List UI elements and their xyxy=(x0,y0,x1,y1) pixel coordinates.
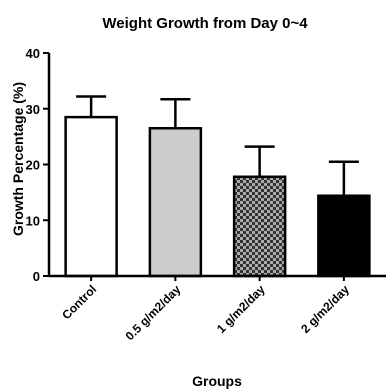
y-axis-title: Growth Percentage (%) xyxy=(10,82,26,236)
y-tick-label: 0 xyxy=(33,269,40,284)
y-tick-label: 10 xyxy=(26,213,40,228)
bar xyxy=(148,127,203,278)
x-tick-label: 0.5 g/m2/day xyxy=(123,282,184,343)
bars-layer xyxy=(64,95,371,278)
y-tick-label: 40 xyxy=(26,46,40,61)
x-tick-label: Control xyxy=(59,282,99,322)
bar xyxy=(317,194,371,278)
y-tick-label: 20 xyxy=(26,158,40,173)
bar xyxy=(64,115,118,278)
x-axis-title: Groups xyxy=(192,373,242,389)
x-tick-label: 1 g/m2/day xyxy=(214,282,268,336)
y-tick-label: 30 xyxy=(26,102,40,117)
chart-title: Weight Growth from Day 0~4 xyxy=(102,15,308,32)
bar xyxy=(232,175,287,278)
x-tick-label: 2 g/m2/day xyxy=(298,282,352,336)
